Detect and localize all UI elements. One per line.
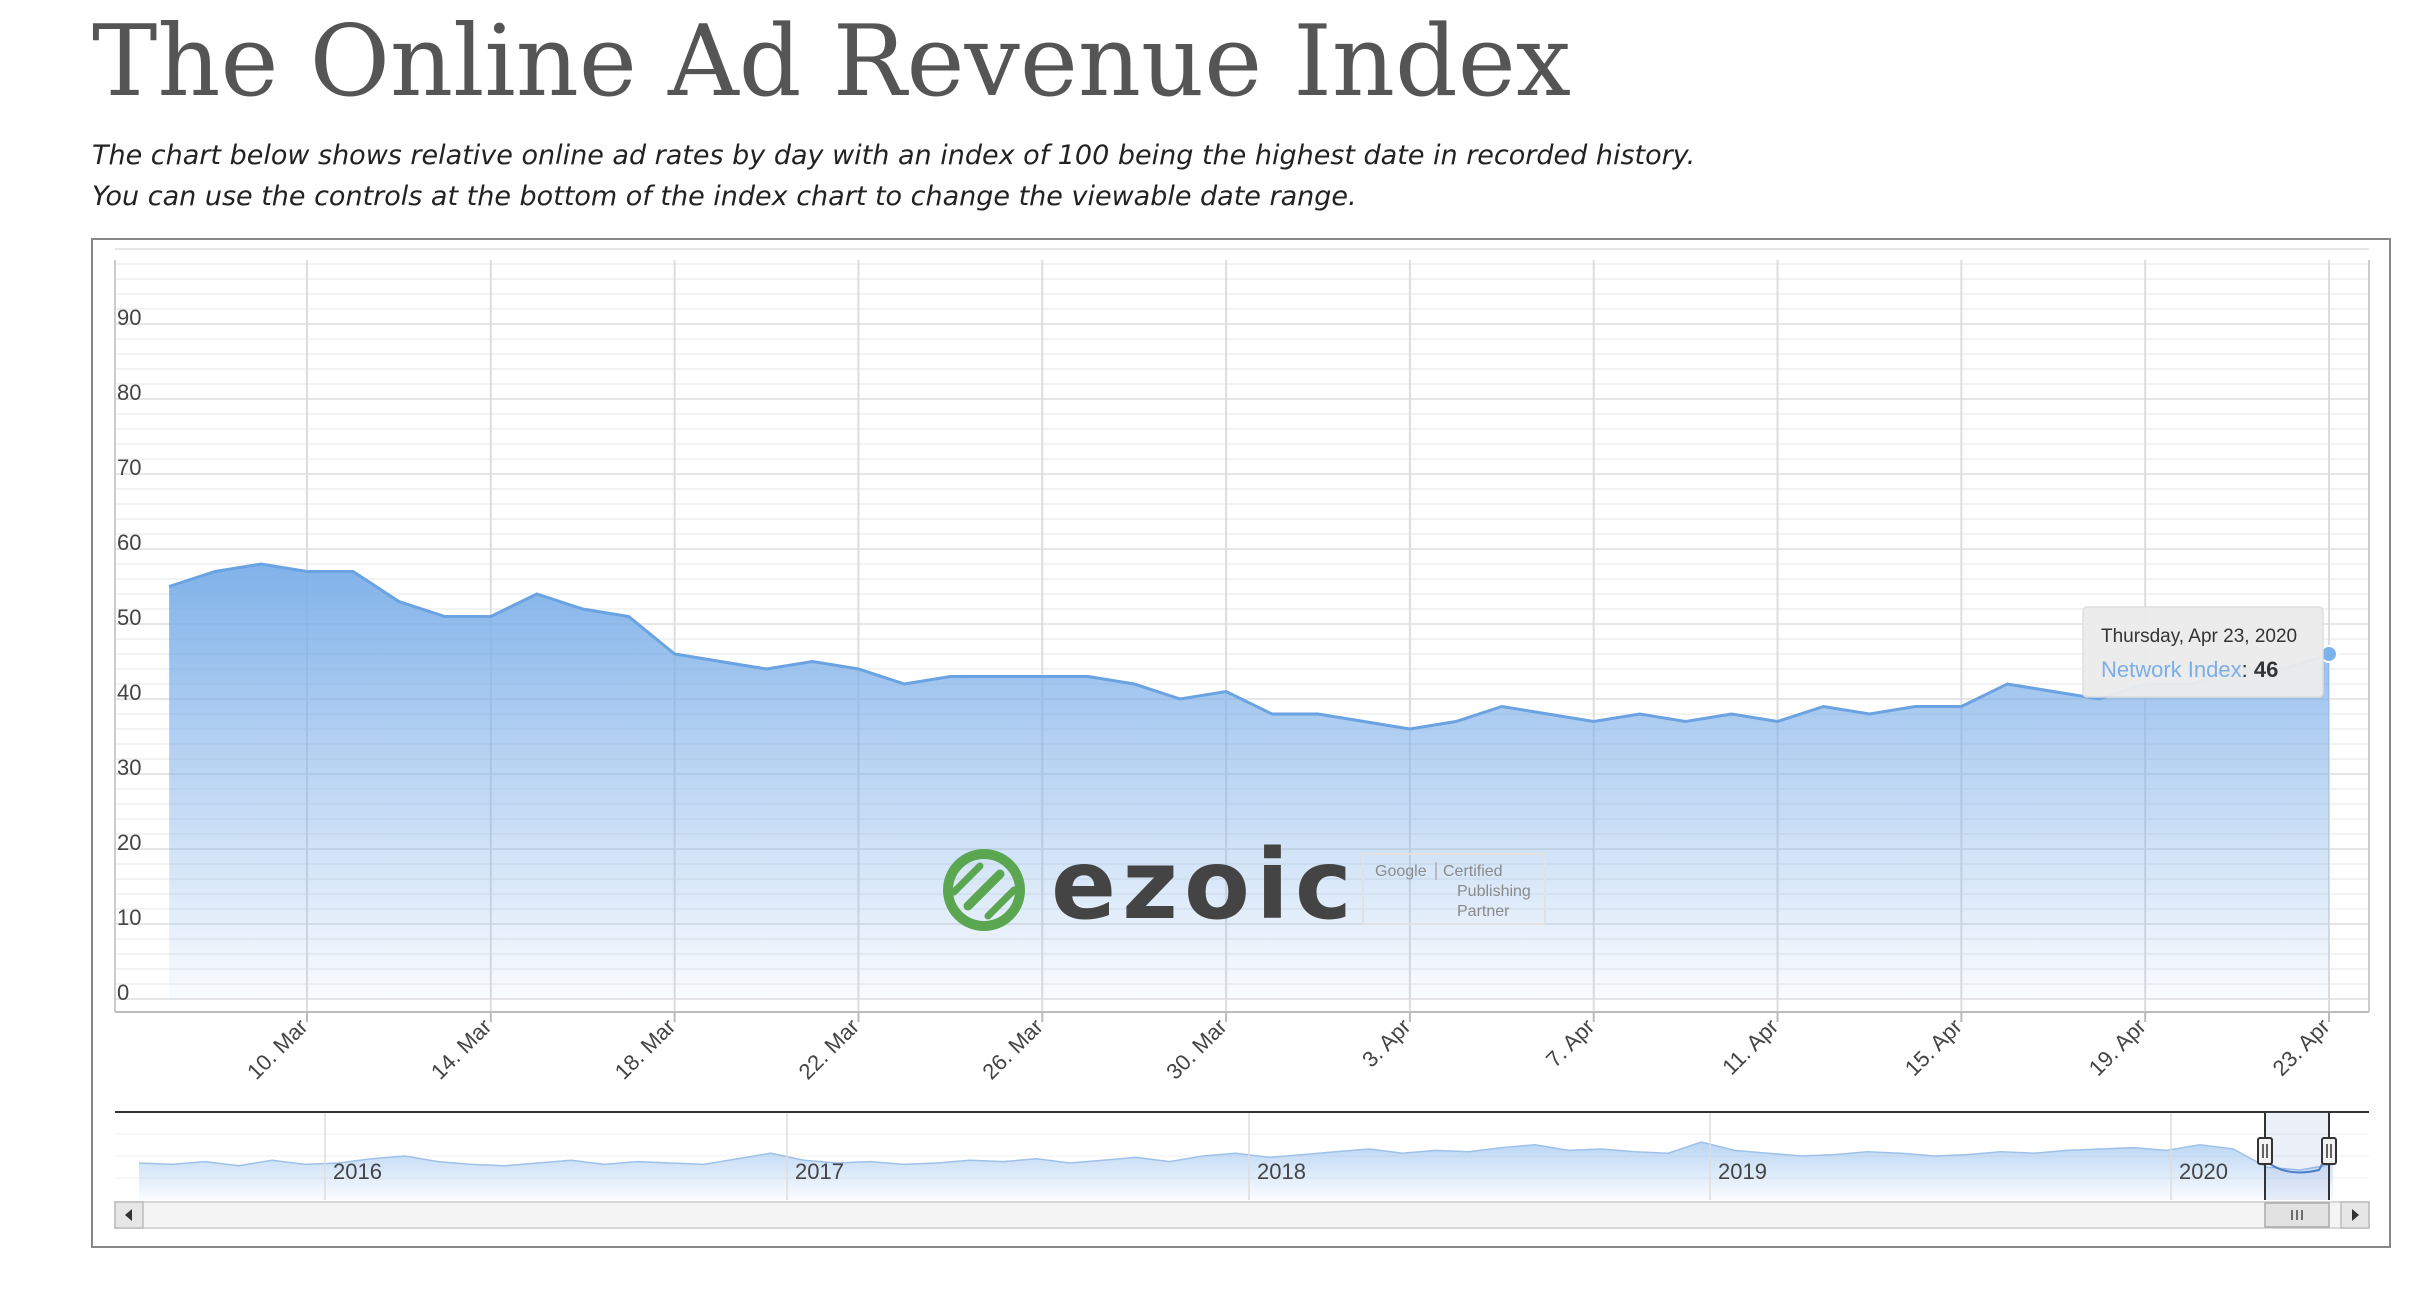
navigator-area	[139, 1142, 2333, 1200]
ezoic-wordmark: ezoic	[1051, 829, 1358, 941]
chart-container[interactable]: ezoic Google Certified Publishing Partner 0 1…	[91, 238, 2391, 1248]
y-tick-label: 80	[117, 380, 141, 405]
navigator-year-label: 2019	[1718, 1159, 1767, 1184]
tooltip-colon: :	[2242, 657, 2254, 682]
navigator-selection[interactable]	[2265, 1112, 2329, 1200]
series-line[interactable]	[168, 562, 2330, 731]
tooltip-value: 46	[2254, 657, 2278, 682]
navigator-year-label: 2018	[1257, 1159, 1306, 1184]
y-tick-label: 10	[117, 905, 141, 930]
x-tick-label: 10. Mar	[242, 1014, 312, 1084]
ezoic-logo-icon	[943, 849, 1025, 931]
index-chart[interactable]: ezoic Google Certified Publishing Partner 0 1…	[93, 240, 2389, 1246]
scrollbar-track[interactable]	[114, 1201, 2370, 1229]
navigator-handle-left[interactable]	[2257, 1137, 2273, 1165]
x-tick-label: 15. Apr	[1900, 1014, 1967, 1081]
navigator-year-label: 2020	[2179, 1159, 2228, 1184]
badge-text-line: Publishing	[1457, 883, 1531, 900]
page-title: The Online Ad Revenue Index	[92, 5, 1572, 119]
navigator-year-label: 2016	[333, 1159, 382, 1184]
x-axis: 10. Mar 14. Mar 18. Mar 22. Mar 26. Mar 30. M…	[242, 1012, 2335, 1084]
tooltip-value-line: Network Index: 46	[2101, 657, 2278, 682]
navigator-year-label: 2017	[795, 1159, 844, 1184]
tooltip-series-name: Network Index	[2101, 657, 2242, 682]
navigator-line	[138, 1141, 2334, 1171]
chevron-right-icon	[2352, 1209, 2359, 1221]
badge-text-line: Certified	[1443, 863, 1503, 880]
y-tick-label: 20	[117, 830, 141, 855]
badge-text-line: Partner	[1457, 903, 1510, 920]
range-scrollbar[interactable]	[114, 1201, 2370, 1229]
x-tick-label: 23. Apr	[2268, 1014, 2335, 1081]
x-tick-label: 22. Mar	[794, 1014, 864, 1084]
tooltip-box	[2082, 606, 2324, 698]
chart-description-line-2: You can use the controls at the bottom o…	[92, 181, 1357, 212]
x-tick-label: 26. Mar	[977, 1014, 1047, 1084]
x-tick-label: 30. Mar	[1161, 1014, 1231, 1084]
series-network-index[interactable]	[165, 560, 2338, 999]
x-tick-label: 19. Apr	[2084, 1014, 2151, 1081]
ezoic-watermark: ezoic Google Certified Publishing Partner	[943, 829, 1546, 941]
y-tick-label: 0	[117, 980, 129, 1005]
range-navigator[interactable]: 2016 2017 2018 2019 2020	[115, 1111, 2369, 1200]
y-tick-label: 70	[117, 455, 141, 480]
ezoic-logo-slash	[963, 869, 1005, 911]
x-tick-label: 3. Apr	[1357, 1014, 1415, 1072]
ezoic-logo-slash	[950, 862, 984, 896]
tooltip-date: Thursday, Apr 23, 2020	[2101, 626, 2297, 647]
y-tick-label: 40	[117, 680, 141, 705]
x-tick-label: 11. Apr	[1717, 1014, 1783, 1080]
badge-google-text: Google	[1375, 863, 1427, 880]
series-area-fill	[169, 564, 2329, 999]
certified-badge-border	[1362, 853, 1546, 925]
x-tick-label: 18. Mar	[610, 1014, 680, 1084]
navigator-handle-right[interactable]	[2321, 1137, 2337, 1165]
y-axis: 0 10 20 30 40 50 60 70 80 90	[117, 305, 141, 1005]
chart-tooltip: Thursday, Apr 23, 2020 Network Index: 46	[2082, 606, 2324, 698]
chevron-left-icon	[125, 1209, 132, 1221]
chart-description-line-1: The chart below shows relative online ad…	[92, 140, 1696, 171]
y-tick-label: 50	[117, 605, 141, 630]
x-tick-label: 7. Apr	[1541, 1014, 1599, 1072]
y-tick-label: 60	[117, 530, 141, 555]
ezoic-logo-slash	[984, 886, 1018, 920]
y-tick-label: 90	[117, 305, 141, 330]
x-tick-label: 14. Mar	[426, 1014, 496, 1084]
y-tick-label: 30	[117, 755, 141, 780]
